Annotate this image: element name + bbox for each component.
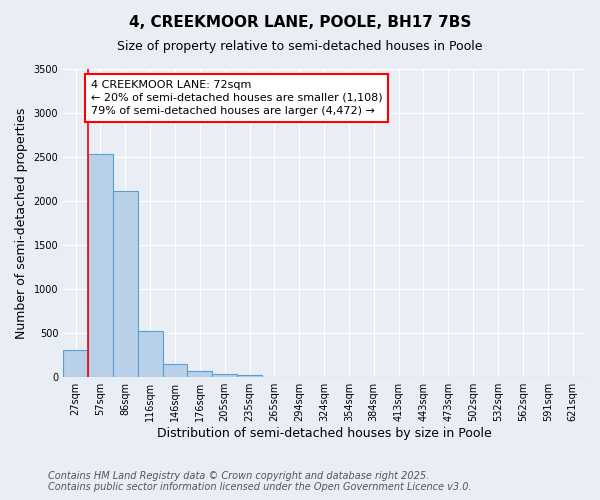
Bar <box>187 370 212 377</box>
Bar <box>113 190 138 377</box>
Text: 4, CREEKMOOR LANE, POOLE, BH17 7BS: 4, CREEKMOOR LANE, POOLE, BH17 7BS <box>129 15 471 30</box>
Y-axis label: Number of semi-detached properties: Number of semi-detached properties <box>15 108 28 339</box>
Bar <box>63 350 88 377</box>
Text: Size of property relative to semi-detached houses in Poole: Size of property relative to semi-detach… <box>117 40 483 53</box>
Text: Contains HM Land Registry data © Crown copyright and database right 2025.
Contai: Contains HM Land Registry data © Crown c… <box>48 471 472 492</box>
X-axis label: Distribution of semi-detached houses by size in Poole: Distribution of semi-detached houses by … <box>157 427 491 440</box>
Bar <box>88 154 113 377</box>
Bar <box>212 374 237 377</box>
Bar <box>237 374 262 377</box>
Text: 4 CREEKMOOR LANE: 72sqm
← 20% of semi-detached houses are smaller (1,108)
79% of: 4 CREEKMOOR LANE: 72sqm ← 20% of semi-de… <box>91 80 382 116</box>
Bar <box>138 332 163 377</box>
Bar <box>163 364 187 377</box>
